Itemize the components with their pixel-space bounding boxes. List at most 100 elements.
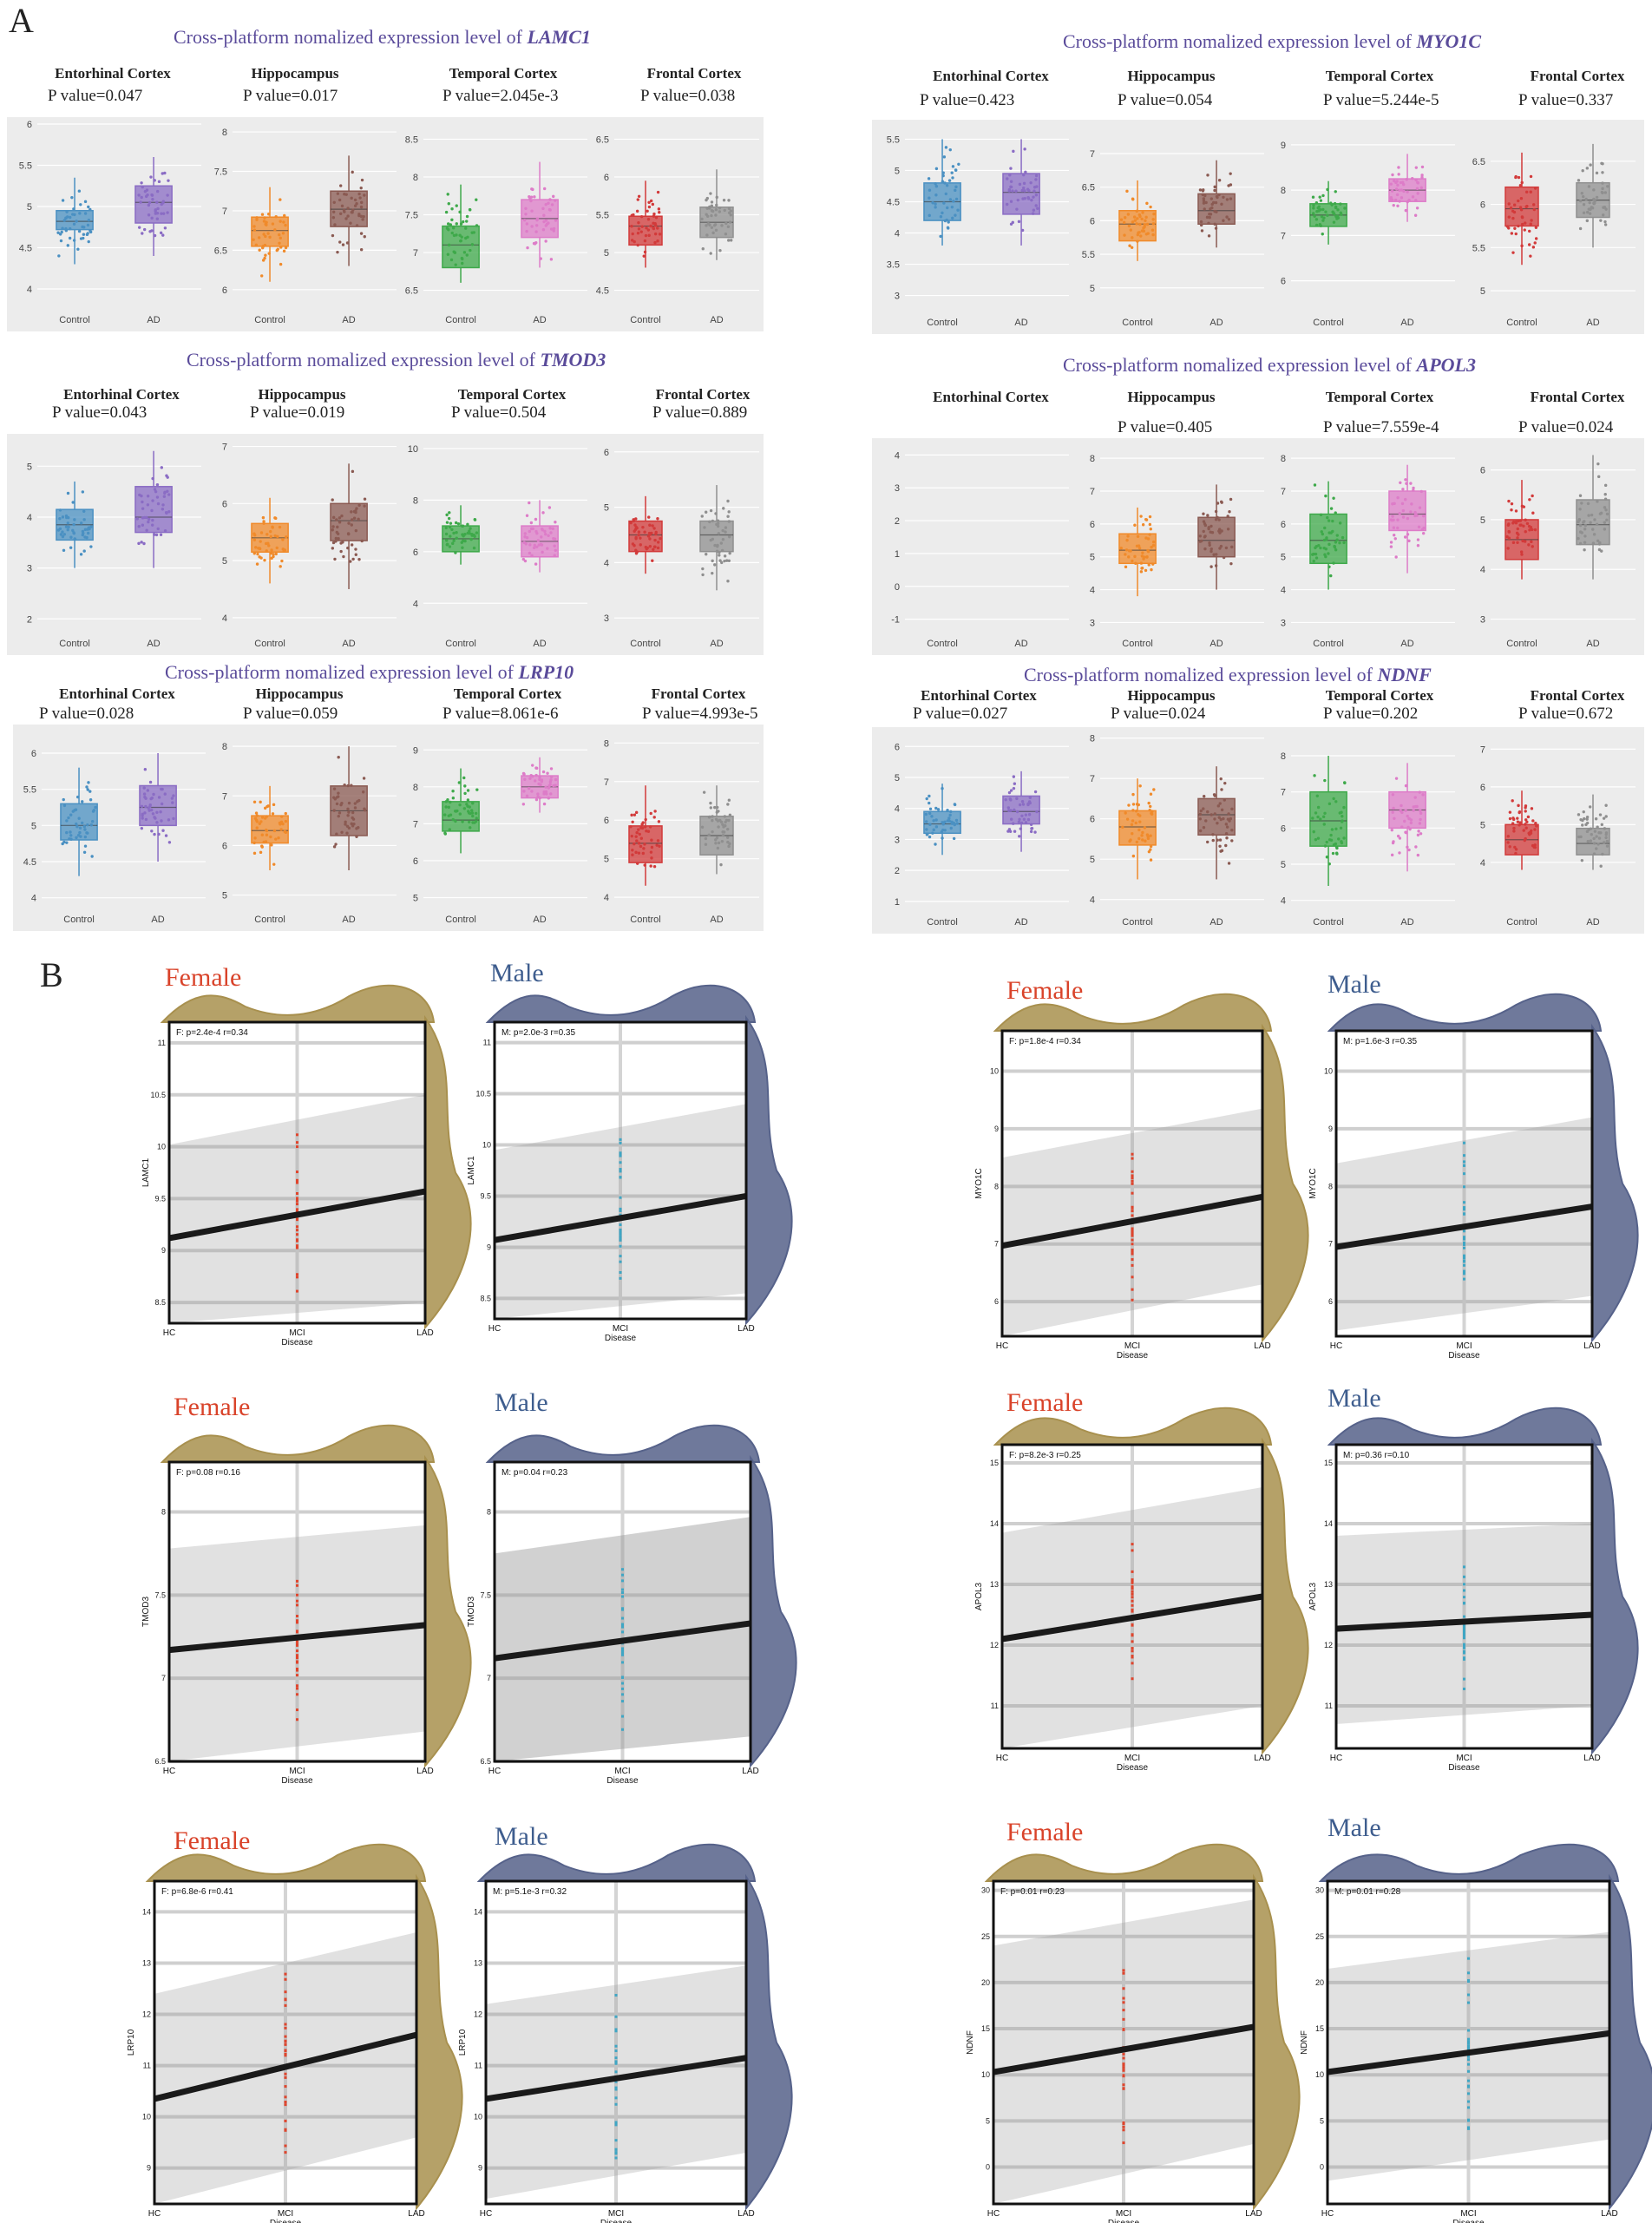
data-point bbox=[265, 220, 268, 224]
data-point bbox=[338, 212, 343, 216]
data-point bbox=[1131, 1580, 1134, 1584]
data-point bbox=[296, 1579, 298, 1583]
data-point bbox=[278, 241, 281, 245]
data-point bbox=[334, 540, 338, 543]
x-axis-label: Disease bbox=[270, 2219, 302, 2223]
x-tick-label: AD bbox=[1014, 318, 1027, 328]
data-point bbox=[1463, 1185, 1465, 1189]
data-point bbox=[726, 579, 730, 583]
data-point bbox=[1581, 169, 1584, 173]
p-value-label: P value=0.423 bbox=[920, 91, 1015, 109]
data-point bbox=[296, 1615, 298, 1618]
data-point bbox=[621, 1700, 624, 1703]
data-point bbox=[1395, 193, 1400, 197]
data-point bbox=[1326, 187, 1329, 192]
data-point bbox=[336, 532, 340, 535]
data-point bbox=[151, 198, 154, 201]
data-point bbox=[1136, 534, 1140, 539]
data-point bbox=[1394, 187, 1399, 191]
x-tick-label: AD bbox=[710, 315, 723, 325]
data-point bbox=[1131, 1214, 1134, 1217]
data-point bbox=[339, 184, 343, 187]
data-point bbox=[1229, 197, 1233, 200]
data-point bbox=[1529, 222, 1532, 226]
data-point bbox=[284, 2095, 287, 2099]
data-point bbox=[1463, 1269, 1465, 1273]
data-point bbox=[1463, 1241, 1465, 1244]
data-point bbox=[647, 200, 651, 204]
data-point bbox=[1022, 173, 1026, 177]
data-point bbox=[284, 1990, 287, 1994]
data-point bbox=[154, 533, 159, 537]
data-point bbox=[1151, 543, 1156, 548]
data-point bbox=[1122, 2128, 1125, 2132]
data-point bbox=[710, 226, 714, 229]
data-point bbox=[705, 207, 709, 210]
x-tick-label: HC bbox=[996, 1341, 1008, 1351]
y-tick-label: 6.5 bbox=[480, 1757, 491, 1766]
y-tick-label: 7 bbox=[161, 1674, 166, 1682]
data-point bbox=[1588, 212, 1592, 215]
y-tick-label: 6.5 bbox=[1472, 157, 1485, 167]
data-point bbox=[639, 214, 644, 219]
data-point bbox=[1463, 1208, 1465, 1211]
data-point bbox=[653, 221, 657, 226]
data-point bbox=[266, 541, 270, 545]
data-point bbox=[82, 549, 86, 553]
data-point bbox=[656, 541, 660, 544]
data-point bbox=[284, 2085, 287, 2089]
data-point bbox=[547, 201, 550, 205]
data-point bbox=[1467, 2029, 1470, 2032]
data-point bbox=[621, 1715, 624, 1718]
male-label: Male bbox=[495, 1388, 548, 1417]
data-point bbox=[272, 553, 275, 556]
data-point bbox=[79, 521, 83, 525]
data-point bbox=[296, 1229, 298, 1232]
y-tick-label: 3 bbox=[27, 564, 32, 574]
x-tick-label: LAD bbox=[1245, 2209, 1262, 2219]
data-point bbox=[1326, 213, 1329, 217]
data-point bbox=[1463, 1589, 1465, 1592]
data-point bbox=[1137, 547, 1142, 550]
data-point bbox=[1467, 2092, 1470, 2095]
data-point bbox=[542, 213, 546, 217]
data-point bbox=[331, 547, 335, 550]
data-point bbox=[536, 539, 541, 542]
data-point bbox=[1137, 544, 1141, 548]
x-tick-label: Control bbox=[1313, 318, 1343, 328]
data-point bbox=[1131, 1623, 1134, 1626]
data-point bbox=[1321, 193, 1325, 198]
y-tick-label: 4 bbox=[413, 599, 418, 609]
data-point bbox=[148, 230, 152, 233]
data-point bbox=[1151, 540, 1156, 544]
data-point bbox=[718, 559, 722, 562]
y-tick-label: 15 bbox=[1324, 1459, 1333, 1467]
x-tick-label: HC bbox=[488, 1767, 501, 1776]
data-point bbox=[262, 233, 266, 236]
data-point bbox=[1131, 1655, 1134, 1658]
data-point bbox=[1204, 200, 1208, 205]
data-point bbox=[1026, 187, 1030, 191]
x-tick-label: MCI bbox=[1460, 2209, 1476, 2219]
data-point bbox=[296, 1593, 298, 1597]
data-point bbox=[1034, 204, 1038, 207]
data-point bbox=[637, 227, 641, 231]
data-point bbox=[1119, 546, 1123, 550]
data-point bbox=[621, 1608, 624, 1611]
data-point bbox=[1321, 233, 1324, 236]
y-tick-label: 5.5 bbox=[596, 211, 609, 221]
data-point bbox=[1131, 1543, 1134, 1546]
data-point bbox=[266, 213, 271, 216]
data-point bbox=[145, 188, 149, 192]
data-point bbox=[1137, 213, 1141, 217]
data-point bbox=[271, 526, 274, 529]
y-tick-label: 13 bbox=[990, 1580, 999, 1589]
data-point bbox=[1603, 220, 1607, 224]
data-point bbox=[1016, 198, 1019, 202]
data-point bbox=[715, 195, 718, 200]
data-point bbox=[1322, 216, 1326, 220]
data-point bbox=[947, 220, 950, 224]
data-point bbox=[1533, 241, 1537, 245]
data-point bbox=[621, 1661, 624, 1664]
data-point bbox=[1145, 222, 1150, 226]
